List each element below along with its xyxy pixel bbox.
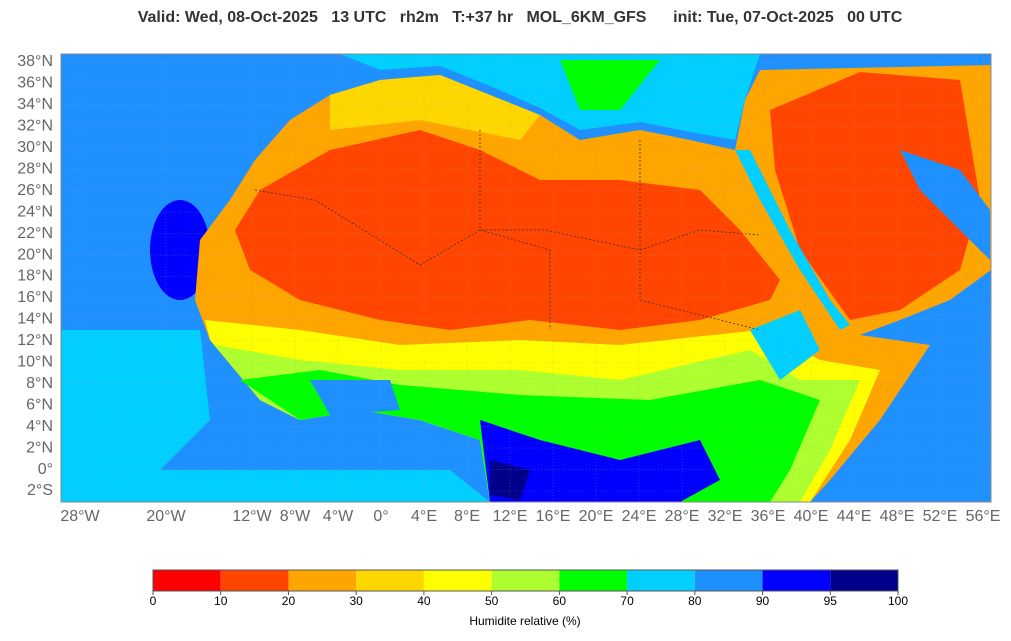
lat-label: 20°N [17,246,53,263]
lon-label: 20°E [579,508,614,525]
border [479,130,551,330]
colorbar-segment [830,570,898,591]
lat-label: 28°N [17,160,53,177]
lat-label: 38°N [17,53,53,70]
colorbar-tick-label: 40 [417,594,431,608]
lon-label: 56°E [966,508,1001,525]
desert [770,72,980,320]
lat-label: 12°N [17,332,53,349]
border [639,140,761,331]
lon-label: 32°E [708,508,743,525]
colorbar-tick-label: 0 [150,594,157,608]
lat-label: 34°N [17,96,53,113]
colorbar-tick-label: 50 [485,594,499,608]
lat-label: 26°N [17,182,53,199]
colorbar-segment [220,570,289,591]
lat-label: 2°S [27,482,53,499]
colorbar-segment [288,570,357,591]
lon-label: 4°W [323,508,354,525]
map [61,54,991,502]
sea-moist [560,60,660,110]
map-frame [60,53,992,503]
lon-label: 12°E [493,508,528,525]
lat-label: 32°N [17,118,53,135]
lat-label: 2°N [26,439,53,456]
colorbar-tick-label: 80 [688,594,702,608]
lat-label: 8°N [26,375,53,392]
colorbar-tick-label: 60 [553,594,567,608]
grid [61,54,991,502]
colorbar-tick-label: 30 [350,594,364,608]
border [254,189,761,266]
lon-label: 20°W [146,508,186,525]
lat-label: 0° [38,461,53,478]
lon-label: 8°E [454,508,480,525]
colorbar-segment [356,570,424,591]
mediterranean [340,54,760,140]
colorbar-tick-label: 10 [214,594,228,608]
lon-label: 16°E [536,508,571,525]
lon-label: 0° [373,508,388,525]
lon-label: 8°W [280,508,311,525]
colorbar-tick-label: 70 [620,594,634,608]
lat-label: 14°N [17,311,53,328]
colorbar-label: Humidite relative (%) [469,614,580,628]
ocean-moist [61,470,490,502]
lon-label: 44°E [837,508,872,525]
lon-label: 36°E [751,508,786,525]
coast-band [330,75,540,140]
lat-label: 24°N [17,203,53,220]
colorbar-tick-label: 95 [824,594,838,608]
colorbar-frame [152,569,899,592]
colorbar-segment [491,570,560,591]
title: Valid: Wed, 08-Oct-2025 13 UTC rh2m T:+3… [138,9,903,26]
coastal-band [150,200,210,300]
colorbar-tick-label: 100 [888,594,908,608]
lon-label: 48°E [880,508,915,525]
lon-label: 24°E [622,508,657,525]
colorbar-segment [694,570,763,591]
ocean-moist [61,330,210,470]
lon-label: 40°E [794,508,829,525]
colorbar-segment [627,570,695,591]
colorbar-tick-label: 90 [756,594,770,608]
lat-label: 16°N [17,289,53,306]
gulf [900,150,990,260]
lon-label: 28°E [665,508,700,525]
lat-label: 36°N [17,75,53,92]
lat-label: 22°N [17,225,53,242]
lon-label: 4°E [411,508,437,525]
lon-label: 52°E [923,508,958,525]
lat-label: 18°N [17,268,53,285]
lat-label: 10°N [17,354,53,371]
lat-label: 4°N [26,418,53,435]
lat-label: 6°N [26,396,53,413]
lon-label: 12°W [232,508,272,525]
colorbar-segment [153,570,221,591]
wet-area [480,420,720,502]
colorbar-segment [559,570,628,591]
lat-label: 30°N [17,139,53,156]
lon-label: 28°W [60,508,100,525]
colorbar-segment [423,570,492,591]
colorbar-tick-label: 20 [282,594,296,608]
red-sea [735,150,850,330]
wet-area [310,380,400,415]
colorbar-segment [762,570,831,591]
